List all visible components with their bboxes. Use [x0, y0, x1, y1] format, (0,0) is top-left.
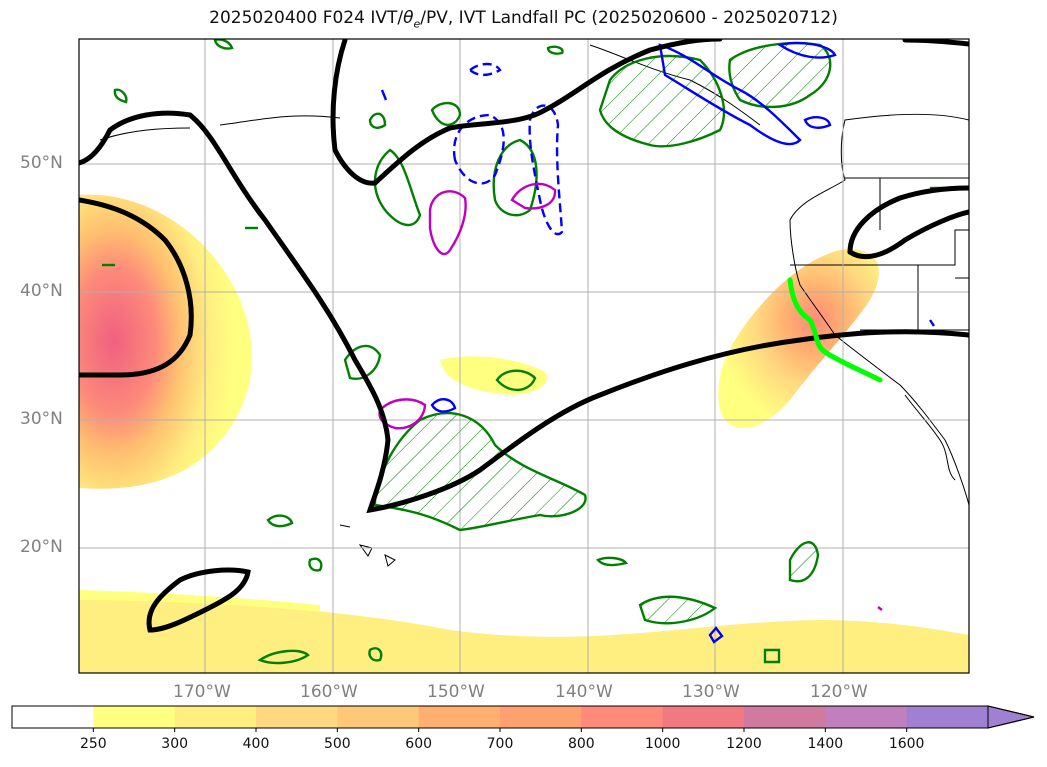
lon-label-140w: 140°W — [555, 682, 613, 702]
colorbar-swatch — [662, 706, 745, 728]
lon-label-120w: 120°W — [810, 682, 868, 702]
pv-negative-contours — [380, 41, 935, 644]
lat-label-20: 20°N — [20, 537, 63, 557]
map-title: 2025020400 F024 IVT/θe/PV, IVT Landfall … — [209, 8, 838, 31]
ivt-shading-south — [79, 595, 969, 673]
colorbar-swatch — [825, 706, 908, 728]
ivt-shading-mid — [440, 356, 548, 395]
colorbar-extend-arrow — [987, 705, 1035, 729]
colorbar-swatch — [174, 706, 257, 728]
lon-label-150w: 150°W — [427, 682, 485, 702]
colorbar-swatch — [93, 706, 176, 728]
colorbar-swatch — [418, 706, 501, 728]
colorbar-tick-label: 600 — [405, 736, 433, 752]
colorbar-outline — [11, 705, 1035, 729]
colorbar-swatch — [906, 706, 989, 728]
lon-label-130w: 130°W — [682, 682, 740, 702]
map-plot-area — [79, 39, 969, 673]
colorbar-swatch — [256, 706, 338, 728]
coastlines — [99, 44, 969, 567]
colorbar-swatch — [744, 706, 826, 728]
lon-label-170w: 170°W — [173, 682, 231, 702]
map-frame — [78, 38, 970, 674]
colorbar-tick-label: 800 — [567, 736, 595, 752]
colorbar-tick-label: 400 — [242, 736, 270, 752]
colorbar-tick-label: 1000 — [644, 736, 681, 752]
ivt-shading-west — [79, 194, 252, 489]
colorbar-tick-label: 500 — [323, 736, 351, 752]
colorbar-tick-label: 1600 — [888, 736, 925, 752]
theta-e-contours — [79, 39, 969, 633]
colorbar-swatch — [500, 706, 582, 728]
colorbar-tick-label: 1200 — [726, 736, 762, 752]
colorbar-tick-label: 700 — [486, 736, 514, 752]
colorbar-tick-label: 300 — [161, 736, 189, 752]
ivt-shading-south-edge — [79, 590, 320, 612]
lat-label-50: 50°N — [20, 153, 63, 173]
colorbar-swatch — [581, 706, 664, 728]
colorbar-tick-label: 1400 — [807, 736, 844, 752]
lat-label-30: 30°N — [20, 409, 63, 429]
ivt-landfall-line — [787, 277, 883, 383]
colorbar-tick-label: 250 — [79, 736, 107, 752]
colorbar — [11, 705, 1035, 732]
colorbar-swatch — [337, 706, 420, 728]
lat-label-40: 40°N — [20, 281, 63, 301]
lon-label-160w: 160°W — [300, 682, 358, 702]
colorbar-swatch — [12, 706, 94, 728]
